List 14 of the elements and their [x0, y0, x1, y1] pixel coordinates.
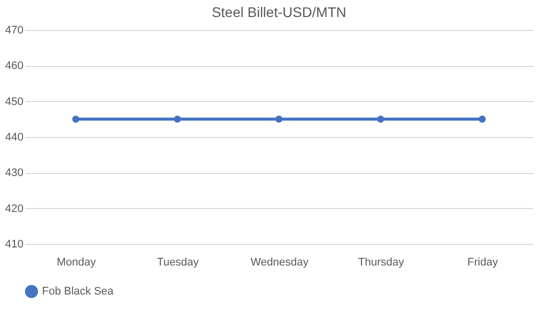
- y-tick-label: 430: [5, 167, 24, 180]
- y-tick-label: 470: [5, 24, 24, 36]
- x-tick-label: Wednesday: [250, 256, 309, 268]
- x-tick-label: Monday: [56, 256, 96, 268]
- chart-title: Steel Billet-USD/MTN: [212, 4, 346, 20]
- y-tick-label: 410: [5, 238, 24, 250]
- x-tick-label: Tuesday: [157, 256, 200, 268]
- y-tick-label: 440: [5, 132, 24, 144]
- x-tick-label: Friday: [467, 256, 498, 268]
- legend-label: Fob Black Sea: [42, 286, 114, 298]
- y-tick-label: 450: [5, 96, 24, 108]
- y-tick-label: 420: [5, 202, 24, 215]
- x-tick-label: Thursday: [358, 256, 405, 268]
- y-tick-label: 460: [5, 60, 24, 72]
